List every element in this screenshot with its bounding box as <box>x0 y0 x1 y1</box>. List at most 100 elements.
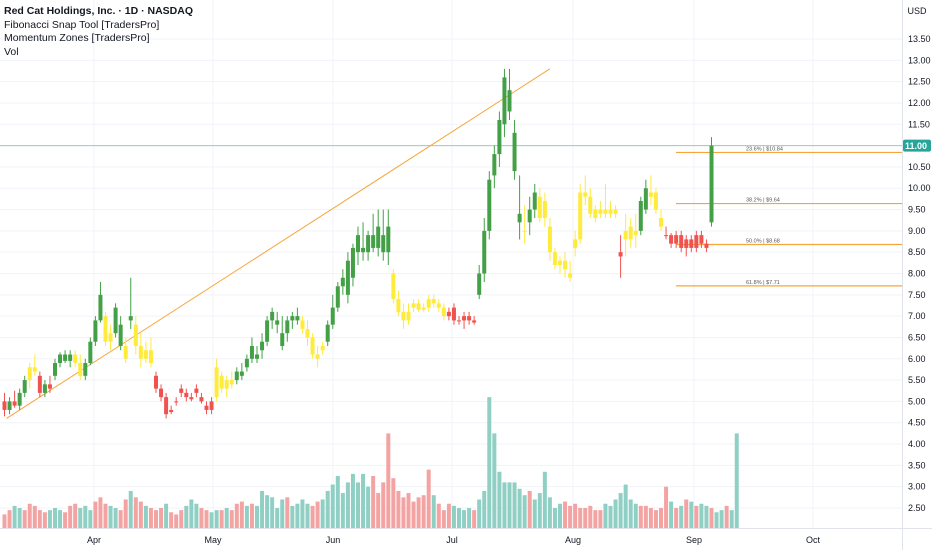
volume-bar <box>563 502 567 528</box>
volume-bar <box>18 508 22 528</box>
indicator-fibonacci-snap[interactable]: Fibonacci Snap Tool [TradersPro] <box>4 19 193 33</box>
volume-bar <box>720 510 724 528</box>
volume-bar <box>603 504 607 528</box>
candle-body <box>452 308 456 321</box>
volume-bar <box>442 510 446 528</box>
indicator-momentum-zones[interactable]: Momentum Zones [TradersPro] <box>4 32 193 46</box>
volume-bar <box>280 499 284 528</box>
volume-bar <box>477 499 481 528</box>
candle-body <box>634 231 638 235</box>
candle-body <box>3 401 7 410</box>
candle-body <box>371 235 375 248</box>
candle-body <box>194 389 198 393</box>
candle-body <box>169 410 173 412</box>
candle-body <box>78 363 82 376</box>
volume-bar <box>644 506 648 528</box>
candle-body <box>245 359 249 368</box>
candle-body <box>215 367 219 397</box>
y-tick-label: 13.00 <box>908 55 931 65</box>
candle-body <box>412 303 416 307</box>
candle-body <box>58 355 62 364</box>
candle-body <box>336 286 340 307</box>
volume-bar <box>109 506 113 528</box>
y-tick-label: 9.00 <box>908 226 926 236</box>
candle-body <box>639 201 643 231</box>
volume-bar <box>275 508 279 528</box>
volume-bar <box>452 506 456 528</box>
volume-bar <box>210 512 214 528</box>
volume-bar <box>669 502 673 528</box>
volume-bar <box>502 482 506 528</box>
volume-bar <box>457 508 461 528</box>
volume-bar <box>331 485 335 528</box>
volume-bar <box>73 504 77 528</box>
volume-bar <box>33 506 37 528</box>
candle-body <box>93 320 97 341</box>
volume-bar <box>199 508 203 528</box>
volume-bar <box>422 495 426 528</box>
volume-bar <box>63 512 67 528</box>
candle-body <box>149 350 153 363</box>
volume-bar <box>629 499 633 528</box>
volume-bar <box>639 506 643 528</box>
volume-bar <box>730 510 734 528</box>
candle-body <box>644 188 648 209</box>
volume-bar <box>58 510 62 528</box>
volume-bar <box>346 482 350 528</box>
indicator-volume[interactable]: Vol <box>4 46 193 60</box>
volume-bar <box>321 499 325 528</box>
candle-body <box>280 333 284 346</box>
candle-body <box>533 192 537 209</box>
candle-body <box>710 146 714 223</box>
candle-body <box>598 210 602 214</box>
volume-bar <box>513 482 517 528</box>
candle-body <box>306 329 310 338</box>
candle-body <box>68 355 72 361</box>
volume-bar <box>528 491 532 528</box>
volume-bar <box>93 502 97 528</box>
candle-body <box>593 210 597 219</box>
volume-bar <box>447 504 451 528</box>
candle-body <box>199 397 203 401</box>
volume-bar <box>230 510 234 528</box>
symbol-title[interactable]: Red Cat Holdings, Inc. · 1D · NASDAQ <box>4 5 193 19</box>
candle-body <box>351 248 355 278</box>
volume-bar <box>659 508 663 528</box>
volume-bar <box>664 487 668 528</box>
volume-bar <box>194 504 198 528</box>
volume-bar <box>381 482 385 528</box>
volume-bar <box>23 510 27 528</box>
candle-body <box>134 325 138 346</box>
candle-body <box>104 316 108 342</box>
chart-grid <box>0 0 902 528</box>
volume-bar <box>336 476 340 528</box>
volume-bar <box>164 504 168 528</box>
volume-bar <box>583 508 587 528</box>
currency-label: USD <box>907 6 927 16</box>
candle-body <box>189 397 193 399</box>
volume-bar <box>679 506 683 528</box>
volume-bar <box>376 493 380 528</box>
volume-bar <box>139 502 143 528</box>
candle-body <box>684 239 688 248</box>
volume-bar <box>573 504 577 528</box>
candle-body <box>518 214 522 223</box>
candle-body <box>477 274 481 295</box>
volume-bar <box>179 510 183 528</box>
candle-body <box>573 239 577 248</box>
candle-body <box>366 235 370 252</box>
candle-body <box>376 227 380 248</box>
candle-body <box>462 316 466 320</box>
candle-body <box>699 235 703 244</box>
y-tick-label: 9.50 <box>908 205 926 215</box>
candle-body <box>18 393 22 406</box>
candle-body <box>290 316 294 320</box>
volume-bar <box>270 497 274 528</box>
volume-bar <box>351 474 355 528</box>
volume-bar <box>467 508 471 528</box>
candle-body <box>417 303 421 309</box>
volume-bar <box>487 397 491 528</box>
volume-bar <box>558 504 562 528</box>
candle-body <box>654 192 658 209</box>
